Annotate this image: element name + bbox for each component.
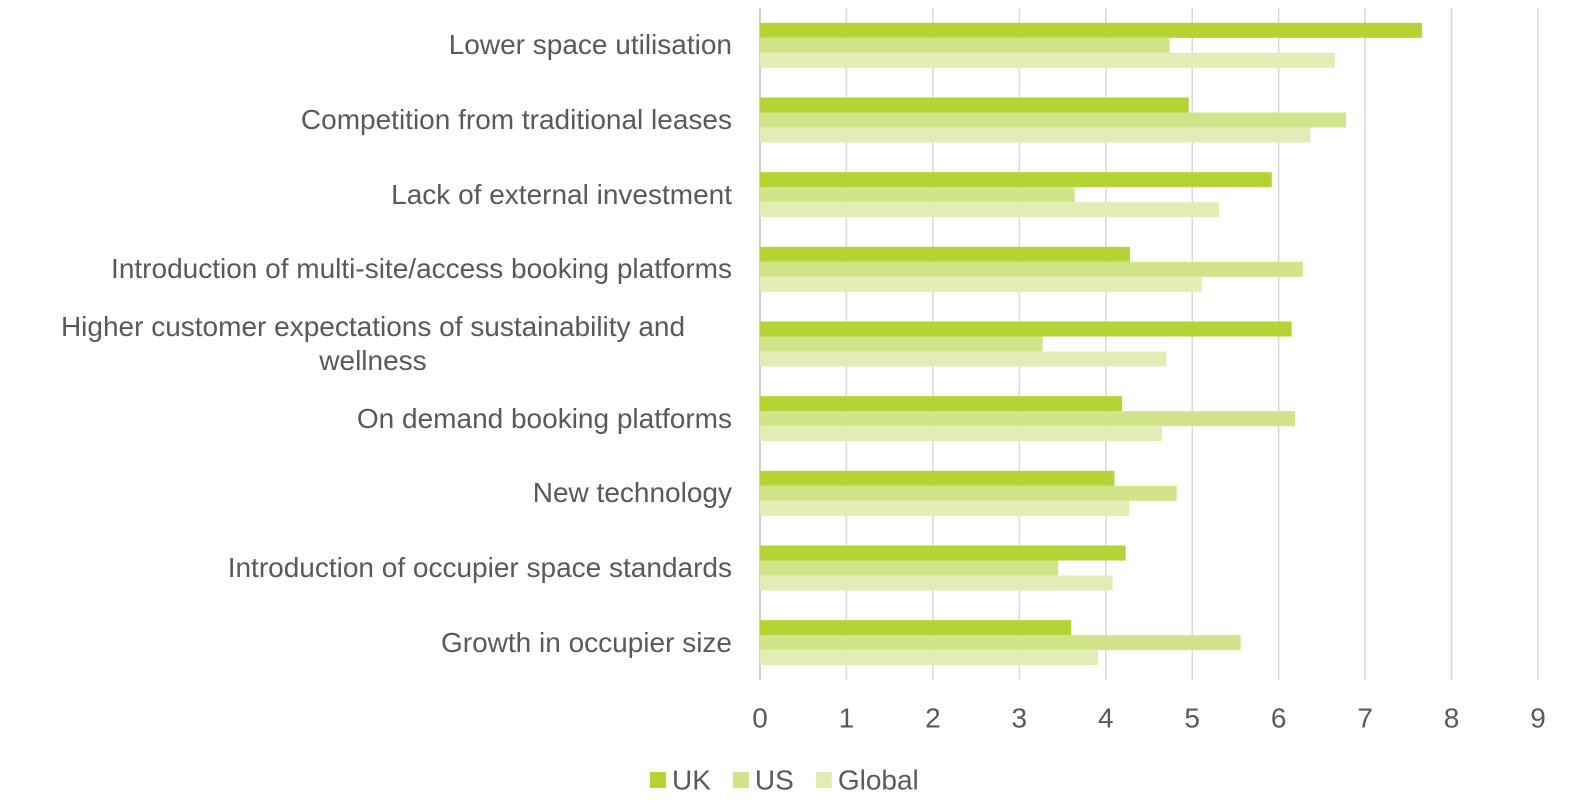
x-tick-label: 0 [752, 702, 768, 733]
category-label: Introduction of multi-site/access bookin… [111, 253, 732, 285]
bar [760, 187, 1075, 203]
x-tick-label: 9 [1530, 702, 1546, 733]
bar [760, 575, 1113, 591]
category-label: On demand booking platforms [356, 402, 732, 434]
bar [760, 470, 1115, 486]
bar [760, 321, 1292, 337]
x-tick-label: 5 [1184, 702, 1200, 733]
category-label: Introduction of occupier space standards [227, 552, 732, 583]
legend-swatch [650, 772, 666, 788]
bar [760, 246, 1130, 262]
bar [760, 37, 1170, 53]
bar [760, 411, 1296, 427]
bar [760, 620, 1072, 636]
bar [760, 112, 1347, 128]
legend-swatch [815, 772, 832, 788]
category-label: Lower space utilisation [448, 29, 732, 61]
x-tick-label: 8 [1444, 702, 1460, 733]
category-label: New technology [532, 477, 732, 509]
bar [760, 127, 1311, 143]
bar [760, 500, 1130, 516]
legend-label: Global [838, 764, 919, 795]
bar [760, 202, 1220, 218]
bar [760, 650, 1098, 666]
bar [760, 560, 1059, 576]
bar [760, 52, 1335, 68]
bar [760, 396, 1123, 412]
x-tick-label: 1 [839, 702, 855, 733]
bar [760, 545, 1126, 561]
bar [760, 485, 1177, 501]
x-tick-label: 6 [1271, 702, 1287, 733]
bar [760, 426, 1162, 442]
bar [760, 635, 1241, 651]
bar [760, 22, 1423, 38]
bar [760, 261, 1303, 277]
bar [760, 97, 1189, 113]
legend-swatch [732, 772, 749, 788]
category-label: Growth in occupier size [440, 626, 732, 658]
x-tick-label: 3 [1012, 702, 1028, 733]
x-tick-label: 2 [925, 702, 941, 733]
legend-label: UK [672, 764, 711, 795]
bar [760, 172, 1272, 188]
x-tick-label: 4 [1098, 702, 1114, 733]
category-label: Lack of external investment [391, 178, 732, 210]
legend-label: US [755, 764, 794, 795]
bar [760, 336, 1043, 352]
category-label: Competition from traditional leases [300, 104, 732, 135]
x-tick-label: 7 [1357, 702, 1373, 733]
category-label: Higher customer expectations of sustaina… [60, 311, 686, 376]
bar [760, 276, 1202, 292]
bar [760, 351, 1167, 367]
